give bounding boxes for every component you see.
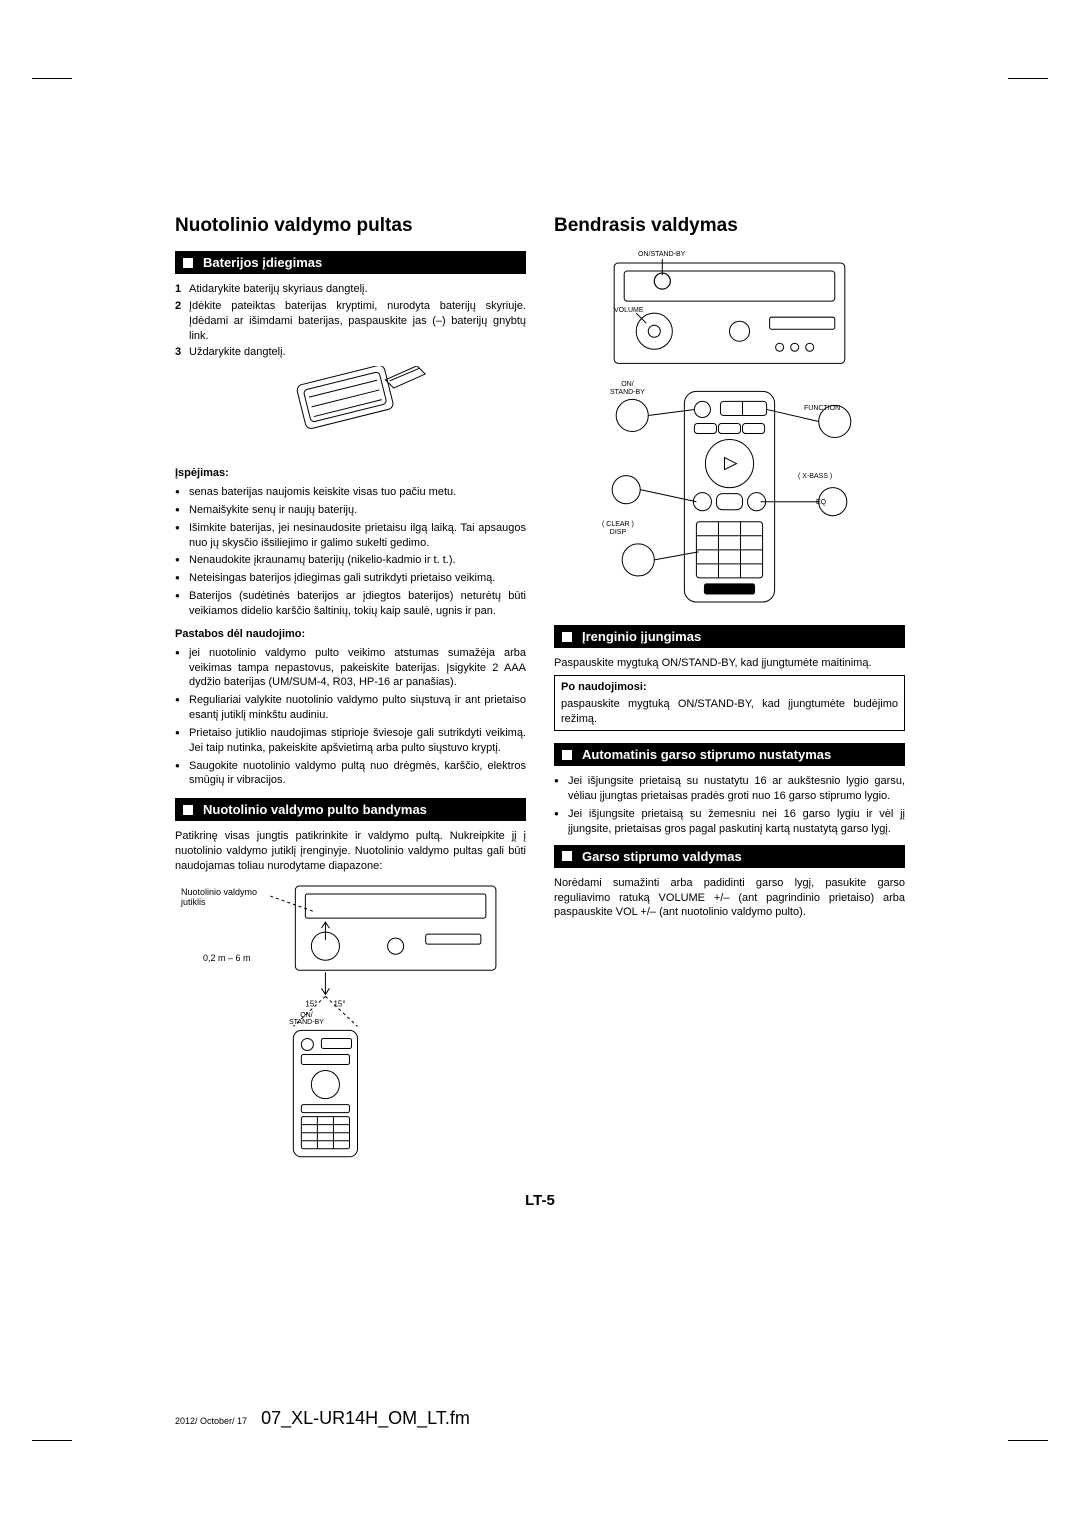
step-3: Uždarykite dangtelį. <box>189 345 526 360</box>
section-volume-heading-text: Garso stiprumo valdymas <box>582 849 742 864</box>
volume-body: Norėdami sumažinti arba padidinti garso … <box>554 876 905 921</box>
warn-3: Nenaudokite įkraunamų baterijų (nikelio-… <box>189 553 526 568</box>
battery-illustration <box>266 366 436 456</box>
remote-range-diagram: Nuotolinio valdymo jutiklis 0,2 m – 6 m … <box>175 882 526 1162</box>
section-remote-test-heading: Nuotolinio valdymo pulto bandymas <box>175 798 526 821</box>
notes-label: Pastabos dėl naudojimo: <box>175 627 526 642</box>
note-1: Reguliariai valykite nuotolinio valdymo … <box>189 693 526 723</box>
autovol-list: Jei išjungsite prietaisą su nustatytu 16… <box>554 774 905 836</box>
warn-2: Išimkite baterijas, jei nesinaudosite pr… <box>189 521 526 551</box>
section-autovol-heading: Automatinis garso stiprumo nustatymas <box>554 743 905 766</box>
step-1: Atidarykite baterijų skyriaus dangtelį. <box>189 282 526 297</box>
remote-test-body: Patikrinę visas jungtis patikrinkite ir … <box>175 829 526 874</box>
warn-4: Neteisingas baterijos įdiegimas gali sut… <box>189 571 526 586</box>
note-body: paspauskite mygtuką ON/STAND-BY, kad įju… <box>561 697 898 727</box>
footer-date: 2012/ October/ 17 <box>175 1416 247 1426</box>
note-2: Prietaiso jutiklio naudojimas stiprioje … <box>189 726 526 756</box>
general-control-diagram: ON/STAND-BY VOLUME ON/ STAND-BY FUNCTION… <box>554 251 905 611</box>
section-remote-test-heading-text: Nuotolinio valdymo pulto bandymas <box>203 802 427 817</box>
page-number: LT-5 <box>175 1192 905 1209</box>
right-column: Bendrasis valdymas ON/STAND-BY VOLUME ON… <box>554 215 905 1162</box>
warning-label: Įspėjimas: <box>175 466 526 481</box>
left-column: Nuotolinio valdymo pultas Baterijos įdie… <box>175 215 526 1162</box>
footer-filename: 07_XL-UR14H_OM_LT.fm <box>261 1408 470 1429</box>
battery-steps: 1Atidarykite baterijų skyriaus dangtelį.… <box>175 282 526 360</box>
section-battery-heading-text: Baterijos įdiegimas <box>203 255 322 270</box>
section-volume-heading: Garso stiprumo valdymas <box>554 845 905 868</box>
notes-list: jei nuotolinio valdymo pulto veikimo ats… <box>175 646 526 789</box>
svg-text:15°: 15° <box>333 999 345 1008</box>
power-body: Paspauskite mygtuką ON/STAND-BY, kad įju… <box>554 656 905 671</box>
section-autovol-heading-text: Automatinis garso stiprumo nustatymas <box>582 747 831 762</box>
note-title: Po naudojimosi: <box>561 680 898 695</box>
section-battery-heading: Baterijos įdiegimas <box>175 251 526 274</box>
usage-note-box: Po naudojimosi: paspauskite mygtuką ON/S… <box>554 675 905 732</box>
warning-list: senas baterijas naujomis keiskite visas … <box>175 485 526 619</box>
note-0: jei nuotolinio valdymo pulto veikimo ats… <box>189 646 526 691</box>
warn-5: Baterijos (sudėtinės baterijos ar įdiegt… <box>189 589 526 619</box>
section-power-heading: Įrenginio įjungimas <box>554 625 905 648</box>
autovol-0: Jei išjungsite prietaisą su nustatytu 16… <box>568 774 905 804</box>
step-2: Įdėkite pateiktas baterijas kryptimi, nu… <box>189 299 526 344</box>
left-title: Nuotolinio valdymo pultas <box>175 215 526 237</box>
note-3: Saugokite nuotolinio valdymo pultą nuo d… <box>189 759 526 789</box>
right-title: Bendrasis valdymas <box>554 215 905 237</box>
svg-text:15°: 15° <box>305 999 317 1008</box>
warn-1: Nemaišykite senų ir naujų baterijų. <box>189 503 526 518</box>
section-power-heading-text: Įrenginio įjungimas <box>582 629 701 644</box>
warn-0: senas baterijas naujomis keiskite visas … <box>189 485 526 500</box>
page-content: Nuotolinio valdymo pultas Baterijos įdie… <box>175 215 905 1209</box>
autovol-1: Jei išjungsite prietaisą su žemesniu nei… <box>568 807 905 837</box>
footer: 2012/ October/ 17 07_XL-UR14H_OM_LT.fm <box>175 1408 905 1429</box>
